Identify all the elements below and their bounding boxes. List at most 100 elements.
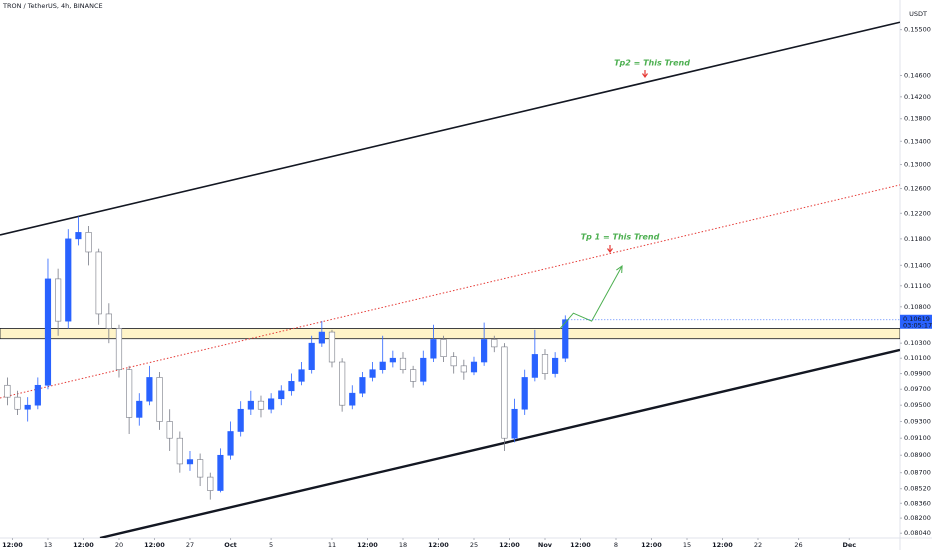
y-tick-label: 0.08360 <box>904 499 931 507</box>
candle-body <box>186 459 194 465</box>
candle-body <box>237 408 244 432</box>
y-tick-label: 0.08520 <box>904 485 931 493</box>
y-tick-label: 0.10100 <box>904 354 931 362</box>
projection-path <box>559 265 623 329</box>
candle-body <box>308 342 315 370</box>
candle-body <box>85 232 92 253</box>
y-tick-label: 0.09500 <box>904 401 931 409</box>
candle-body <box>328 331 336 363</box>
y-tick-label: 0.12200 <box>904 209 931 217</box>
candle-body <box>470 361 478 373</box>
annotation-arrow <box>642 70 648 79</box>
candle-body <box>105 313 112 329</box>
x-tick-label: 12:00 <box>499 541 520 549</box>
candle-body <box>14 396 21 410</box>
countdown-label: 03:05:17 <box>903 321 932 329</box>
candle-body <box>24 404 31 410</box>
candle-body <box>298 369 305 382</box>
y-tick-label: 0.11800 <box>904 235 931 243</box>
x-tick-label: 12:00 <box>428 541 449 549</box>
candle-body <box>389 357 396 363</box>
candle-body <box>359 377 366 394</box>
candle-body <box>491 339 498 348</box>
annotation: Tp2 = This Trend <box>614 59 690 68</box>
candle-body <box>379 361 386 370</box>
annotation: Tp 1 = This Trend <box>581 233 660 242</box>
y-tick-label: 0.12600 <box>904 185 931 193</box>
candle-body <box>430 339 437 359</box>
x-tick-label: 12:00 <box>73 541 94 549</box>
candle-body <box>541 354 549 374</box>
y-tick-label: 0.09300 <box>904 418 931 426</box>
y-tick-label: 0.11400 <box>904 261 931 269</box>
candle-body <box>440 339 447 357</box>
candle-body <box>511 408 518 439</box>
candle-body <box>227 431 234 456</box>
last-price-box <box>900 314 932 329</box>
candle-body <box>126 369 133 418</box>
candle-body <box>531 354 538 378</box>
x-tick-label: 8 <box>614 541 618 549</box>
candle-body <box>552 357 559 374</box>
annotation-arrow <box>607 245 613 254</box>
x-tick-label: 13 <box>44 541 52 549</box>
x-tick-label: Nov <box>538 541 553 549</box>
candle-body <box>207 476 214 491</box>
candle-body <box>521 377 528 410</box>
candle-body <box>34 384 41 406</box>
y-tick-label: 0.09900 <box>904 370 931 378</box>
symbol-title: TRON / TetherUS, 4h, BINANCE <box>2 2 103 10</box>
trendline <box>0 184 900 399</box>
x-tick-label: Oct <box>224 541 237 549</box>
y-tick-label: 0.08200 <box>904 514 931 522</box>
x-tick-label: Dec <box>842 541 856 549</box>
x-tick-label: 26 <box>794 541 802 549</box>
y-tick-label: 0.10800 <box>904 303 931 311</box>
x-tick-label: 12:00 <box>712 541 733 549</box>
price-zone <box>0 328 900 340</box>
candle-body <box>44 278 52 386</box>
candle-body <box>349 392 356 406</box>
x-tick-label: 15 <box>683 541 691 549</box>
x-tick-label: 5 <box>269 541 273 549</box>
candle-body <box>95 251 102 315</box>
y-tick-label: 0.08900 <box>904 451 931 459</box>
plot-area <box>0 21 900 538</box>
y-tick-label: 0.09700 <box>904 385 931 393</box>
candle-body <box>339 361 346 406</box>
candle-body <box>268 398 275 410</box>
x-tick-label: 12:00 <box>357 541 378 549</box>
x-tick-label: 22 <box>754 541 762 549</box>
candle-body <box>197 459 204 478</box>
y-tick-label: 0.14600 <box>904 72 931 80</box>
candle-body <box>369 369 376 378</box>
candle-body <box>217 454 224 491</box>
x-tick-label: 12:00 <box>641 541 662 549</box>
projection-arrowhead <box>616 264 623 274</box>
y-tick-label: 0.13400 <box>904 137 931 145</box>
candle-body <box>166 421 173 439</box>
candle-body <box>399 357 407 370</box>
candle-body <box>247 400 254 410</box>
candle-body <box>501 346 508 439</box>
y-tick-label: 0.10300 <box>904 339 931 347</box>
x-tick-label: 11 <box>328 541 336 549</box>
candle-body <box>460 365 467 373</box>
candle-body <box>257 400 265 410</box>
y-tick-label: 0.08700 <box>904 469 931 477</box>
y-tick-label: 0.08040 <box>904 529 931 537</box>
y-tick-label: 0.13000 <box>904 161 931 169</box>
candle-body <box>55 278 62 322</box>
x-tick-label: 12:00 <box>2 541 23 549</box>
currency-label: USDT <box>909 10 927 18</box>
candle-body <box>136 400 143 418</box>
candle-body <box>410 369 417 382</box>
y-tick-label: 0.14200 <box>904 93 931 101</box>
x-tick-label: 18 <box>399 541 407 549</box>
y-tick-label: 0.09100 <box>904 434 931 442</box>
x-tick-label: 27 <box>186 541 194 549</box>
trendline <box>99 348 900 538</box>
candle-body <box>4 384 11 398</box>
candle-body <box>450 356 457 367</box>
